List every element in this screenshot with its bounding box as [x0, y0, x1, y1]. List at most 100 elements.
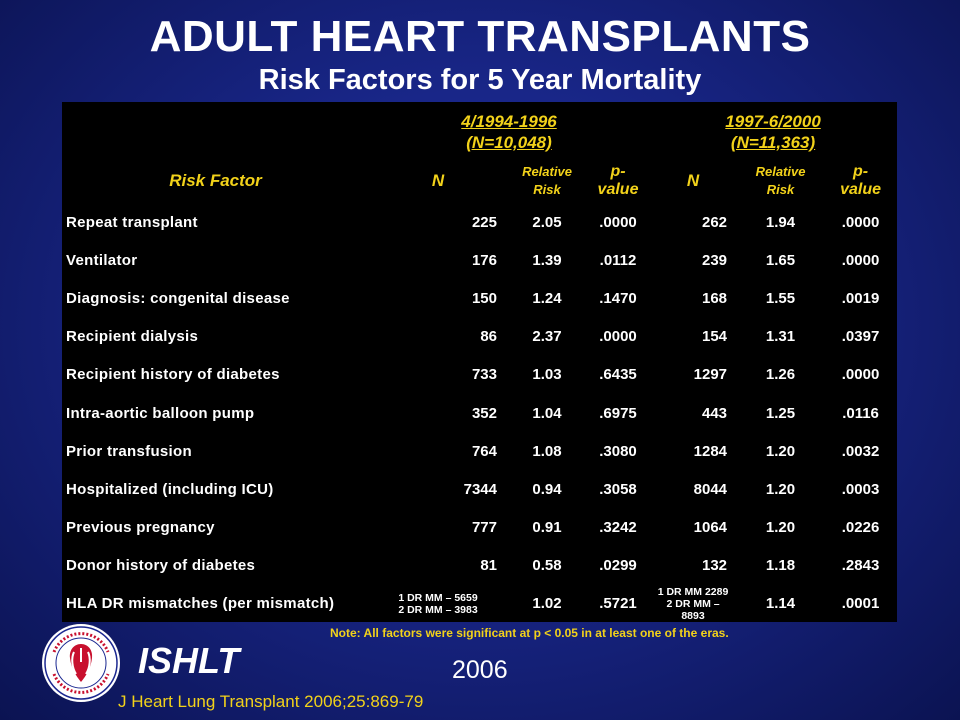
relative-risk-cell-era-1: 2.37	[532, 328, 562, 346]
risk-factor-cell: Donor history of diabetes	[66, 557, 256, 575]
n-cell-era-2: 1284	[693, 442, 728, 460]
p-value-cell-era-1: .1470	[599, 289, 637, 307]
p-value-cell-era-2: .0000	[841, 366, 880, 384]
p-value-cell-era-1: .0000	[599, 213, 637, 231]
risk-factor-header: Risk Factor	[169, 171, 262, 190]
table-row: Ventilator 176 1.39 .0112 239 1.65 .0000	[62, 241, 897, 279]
p-value-cell-era-1: .3080	[599, 442, 637, 460]
risk-factor-cell: Diagnosis: congenital disease	[66, 289, 290, 307]
relative-risk-cell-era-1: 2.05	[532, 213, 562, 231]
n-cell-era-2: 168	[702, 289, 728, 307]
era-1-count: (N=10,048)	[466, 133, 552, 152]
risk-factor-cell: Prior transfusion	[66, 442, 192, 460]
relative-risk-cell-era-2: 1.94	[765, 213, 796, 231]
table-row: Donor history of diabetes 81 0.58 .0299 …	[62, 547, 897, 585]
n-cell-era-1: 764	[471, 442, 497, 460]
n-cell-era-1: 352	[471, 404, 497, 422]
risk-factor-cell: Ventilator	[66, 251, 138, 269]
relative-risk-cell-era-1: 0.58	[532, 557, 562, 575]
n-header-era-1: N	[431, 171, 445, 190]
column-header-row: Risk Factor N Relative Risk p-value N Rel…	[62, 159, 897, 203]
era-1-header: 4/1994-1996 (N=10,048)	[369, 102, 649, 159]
p-value-cell-era-1: .6975	[599, 404, 637, 422]
p-value-cell-era-1: .0112	[599, 251, 637, 269]
era-2-header: 1997-6/2000 (N=11,363)	[649, 102, 897, 159]
relative-risk-cell-era-2: 1.20	[765, 480, 796, 498]
relative-risk-cell-era-1: 1.08	[532, 442, 562, 460]
era-header-row: 4/1994-1996 (N=10,048) 1997-6/2000 (N=11…	[62, 102, 897, 159]
relative-risk-cell-era-1: 0.94	[532, 480, 562, 498]
n-header-era-2: N	[686, 171, 700, 190]
significance-note: Note: All factors were significant at p …	[330, 626, 729, 640]
p-value-cell-era-2: .0000	[841, 251, 880, 269]
p-value-cell-era-1: .0000	[599, 328, 637, 346]
p-value-header-era-1: p-value	[597, 163, 639, 198]
n-cell-era-1: 777	[471, 519, 497, 537]
table-row: Recipient history of diabetes 733 1.03 .…	[62, 356, 897, 394]
n-cell-era-2: 1297	[693, 366, 728, 384]
p-value-cell-era-2: .0001	[841, 595, 880, 613]
n-cell-era-1: 150	[471, 289, 497, 307]
n-cell-era-2: 132	[702, 557, 728, 575]
p-value-cell-era-2: .0000	[841, 213, 880, 231]
n-cell-era-2: 1 DR MM 2289 2 DR MM – 8893	[657, 585, 729, 622]
risk-factor-cell: Previous pregnancy	[66, 519, 215, 537]
n-cell-era-2: 443	[702, 404, 728, 422]
risk-factor-cell: Repeat transplant	[66, 213, 198, 231]
relative-risk-cell-era-2: 1.26	[765, 366, 796, 384]
p-value-cell-era-1: .3058	[599, 480, 637, 498]
p-value-cell-era-2: .0032	[841, 442, 880, 460]
n-cell-era-1: 176	[471, 251, 497, 269]
n-cell-era-2: 239	[702, 251, 728, 269]
relative-risk-cell-era-2: 1.18	[765, 557, 796, 575]
table-row: Repeat transplant 225 2.05 .0000 262 1.9…	[62, 203, 897, 241]
relative-risk-header-era-2: Relative Risk	[755, 164, 806, 197]
p-value-cell-era-1: .3242	[599, 519, 637, 537]
table-row: Prior transfusion 764 1.08 .3080 1284 1.…	[62, 432, 897, 470]
p-value-cell-era-1: .0299	[599, 557, 637, 575]
p-value-cell-era-2: .0116	[842, 404, 879, 422]
n-cell-era-1: 733	[471, 366, 497, 384]
slide-title: ADULT HEART TRANSPLANTS	[149, 12, 811, 61]
n-cell-era-2: 262	[702, 213, 728, 231]
risk-factor-cell: HLA DR mismatches (per mismatch)	[66, 595, 335, 613]
relative-risk-cell-era-1: 1.02	[532, 595, 562, 613]
relative-risk-cell-era-2: 1.20	[765, 442, 796, 460]
p-value-cell-era-2: .0003	[841, 480, 880, 498]
table-row: Recipient dialysis 86 2.37 .0000 154 1.3…	[62, 318, 897, 356]
relative-risk-cell-era-1: 1.03	[532, 366, 562, 384]
p-value-cell-era-2: .0226	[841, 519, 880, 537]
relative-risk-cell-era-1: 0.91	[532, 519, 562, 537]
table-row: Previous pregnancy 777 0.91 .3242 1064 1…	[62, 509, 897, 547]
n-cell-era-2: 154	[702, 328, 728, 346]
relative-risk-cell-era-1: 1.24	[532, 289, 562, 307]
relative-risk-cell-era-2: 1.55	[765, 289, 796, 307]
relative-risk-header-era-1: Relative Risk	[522, 164, 572, 197]
table-row: Diagnosis: congenital disease 150 1.24 .…	[62, 279, 897, 317]
era-2-dates: 1997-6/2000	[725, 112, 821, 131]
relative-risk-cell-era-2: 1.20	[765, 519, 796, 537]
n-cell-era-2: 8044	[693, 480, 728, 498]
p-value-cell-era-2: .0397	[841, 328, 880, 346]
relative-risk-cell-era-2: 1.65	[765, 251, 796, 269]
era-2-count: (N=11,363)	[730, 133, 816, 152]
relative-risk-cell-era-2: 1.25	[765, 404, 796, 422]
n-cell-era-2: 1064	[693, 519, 728, 537]
n-cell-era-1: 1 DR MM – 5659 2 DR MM – 3983	[398, 591, 478, 616]
journal-citation: J Heart Lung Transplant 2006;25:869-79	[118, 692, 424, 711]
risk-factor-cell: Recipient history of diabetes	[66, 366, 280, 384]
relative-risk-cell-era-2: 1.31	[765, 328, 796, 346]
n-cell-era-1: 81	[480, 557, 497, 575]
n-cell-era-1: 225	[471, 213, 497, 231]
relative-risk-cell-era-1: 1.04	[532, 404, 562, 422]
slide-subtitle: Risk Factors for 5 Year Mortality	[258, 64, 702, 96]
p-value-cell-era-2: .0019	[841, 289, 880, 307]
relative-risk-cell-era-2: 1.14	[765, 595, 796, 613]
p-value-header-era-2: p-value	[840, 163, 881, 198]
p-value-cell-era-1: .5721	[599, 595, 637, 613]
p-value-cell-era-1: .6435	[599, 366, 637, 384]
table-row: Intra-aortic balloon pump 352 1.04 .6975…	[62, 394, 897, 432]
era-1-dates: 4/1994-1996	[461, 112, 557, 131]
table-row-hla: HLA DR mismatches (per mismatch) 1 DR MM…	[62, 585, 897, 623]
risk-factor-table: 4/1994-1996 (N=10,048) 1997-6/2000 (N=11…	[62, 102, 897, 622]
